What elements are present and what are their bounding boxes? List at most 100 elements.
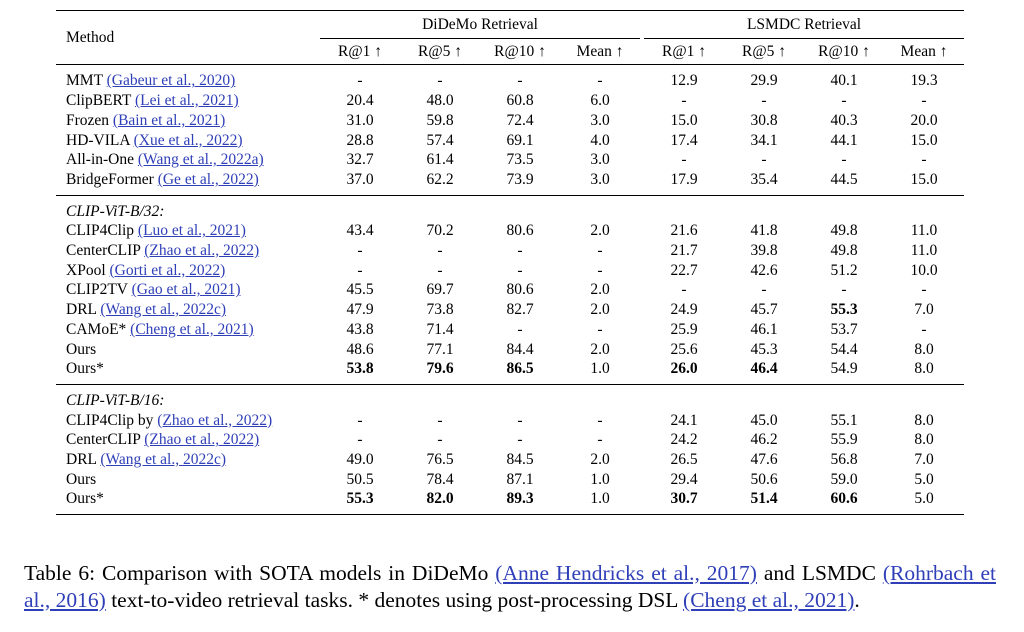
lsmdc-value-cell: - (841, 92, 847, 110)
method-name: DRL (66, 451, 97, 469)
method-name: CLIP4Clip (66, 222, 135, 240)
lsmdc-value-cell: 15.0 (910, 131, 938, 149)
caption-citation-link[interactable]: (Cheng et al., 2021) (683, 587, 855, 612)
didemo-r10-header: R@10 ↑ (494, 42, 546, 60)
best-value: 55.3 (830, 301, 858, 319)
method-name: Ours (66, 470, 97, 488)
didemo-value-cell: 80.6 (506, 281, 534, 299)
didemo-value-cell: - (437, 261, 443, 279)
lsmdc-value-cell: 29.4 (670, 470, 698, 488)
method-citation-link[interactable]: (Zhao et al., 2022) (144, 242, 260, 260)
method-citation-link[interactable]: (Zhao et al., 2022) (157, 411, 273, 429)
method-cell: CenterCLIP (Zhao et al., 2022) (56, 241, 320, 261)
table-row: Ours* 53.8 79.6 86.5 1.0 26.0 46.4 54.9 8.0 (56, 359, 964, 384)
lsmdc-value-cell: - (681, 151, 687, 169)
caption-citation-link[interactable]: (Anne Hendricks et al., 2017) (495, 560, 757, 585)
method-citation-link[interactable]: (Gabeur et al., 2020) (106, 72, 236, 90)
lsmdc-value-cell: 25.6 (670, 340, 698, 358)
best-value: 86.5 (506, 360, 534, 378)
method-citation-link[interactable]: (Ge et al., 2022) (157, 170, 259, 188)
didemo-value-cell: 79.6 (400, 359, 480, 384)
didemo-value-cell: 20.4 (346, 92, 374, 110)
method-citation-link[interactable]: (Gao et al., 2021) (131, 281, 241, 299)
method-name: CenterCLIP (66, 431, 141, 449)
didemo-value-cell: 77.1 (426, 340, 454, 358)
table-caption: Table 6: Comparison with SOTA models in … (24, 560, 996, 614)
lsmdc-value-cell: - (921, 281, 927, 299)
didemo-group-header: DiDeMo Retrieval (320, 10, 640, 39)
didemo-value-cell: - (437, 242, 443, 260)
lsmdc-value-cell: 54.9 (830, 360, 858, 378)
method-cell: Ours (56, 340, 320, 360)
method-header: Method (56, 10, 320, 66)
didemo-value-cell: - (517, 261, 523, 279)
section-label-row: CLIP-ViT-B/32: (56, 194, 964, 222)
didemo-value-cell: - (437, 411, 443, 429)
lsmdc-value-cell: 5.0 (884, 489, 964, 516)
didemo-value-cell: - (597, 320, 603, 338)
method-cell: CLIP2TV (Gao et al., 2021) (56, 280, 320, 300)
lsmdc-value-cell: 51.2 (830, 261, 858, 279)
lsmdc-value-cell: 41.8 (750, 222, 778, 240)
lsmdc-value-cell: 24.1 (670, 411, 698, 429)
method-name: Ours* (66, 490, 104, 508)
method-citation-link[interactable]: (Xue et al., 2022) (133, 131, 243, 149)
didemo-value-cell: - (517, 431, 523, 449)
method-citation-link[interactable]: (Wang et al., 2022c) (100, 451, 227, 469)
method-cell: DRL (Wang et al., 2022c) (56, 300, 320, 320)
table-row: CenterCLIP (Zhao et al., 2022) - - - - 24.2 46… (56, 430, 964, 450)
lsmdc-value-cell: 60.6 (804, 489, 884, 516)
didemo-value-cell: 3.0 (590, 170, 610, 188)
didemo-value-cell: - (437, 72, 443, 90)
didemo-value-cell: 69.7 (426, 281, 454, 299)
didemo-value-cell: 32.7 (346, 151, 374, 169)
results-table: Method DiDeMo Retrieval LSMDC Retrieval … (56, 10, 964, 516)
didemo-r1-header: R@1 ↑ (338, 42, 382, 60)
lsmdc-value-cell: 35.4 (750, 170, 778, 188)
didemo-value-cell: 70.2 (426, 222, 454, 240)
lsmdc-value-cell: 7.0 (914, 451, 934, 469)
didemo-value-cell: 80.6 (506, 222, 534, 240)
method-citation-link[interactable]: (Wang et al., 2022c) (100, 301, 227, 319)
lsmdc-value-cell: 34.1 (750, 131, 778, 149)
method-citation-link[interactable]: (Bain et al., 2021) (112, 111, 226, 129)
method-citation-link[interactable]: (Lei et al., 2021) (134, 92, 239, 110)
method-cell: MMT (Gabeur et al., 2020) (56, 65, 320, 91)
table-row: CLIP4Clip by (Zhao et al., 2022) - - - - 24.1… (56, 411, 964, 431)
lsmdc-value-cell: 26.0 (644, 359, 724, 384)
lsmdc-value-cell: 46.4 (724, 359, 804, 384)
lsmdc-value-cell: - (921, 320, 927, 338)
lsmdc-value-cell: 42.6 (750, 261, 778, 279)
method-citation-link[interactable]: (Wang et al., 2022a) (137, 151, 264, 169)
method-name: HD-VILA (66, 131, 130, 149)
didemo-value-cell: 62.2 (426, 170, 454, 188)
lsmdc-value-cell: 8.0 (914, 360, 934, 378)
method-name: CAMoE* (66, 320, 127, 338)
method-citation-link[interactable]: (Zhao et al., 2022) (144, 431, 260, 449)
didemo-value-cell: 78.4 (426, 470, 454, 488)
lsmdc-value-cell: 49.8 (830, 242, 858, 260)
lsmdc-value-cell: - (841, 281, 847, 299)
table-row: Ours* 55.3 82.0 89.3 1.0 30.7 51.4 60.6 5.0 (56, 489, 964, 516)
method-citation-link[interactable]: (Gorti et al., 2022) (109, 261, 226, 279)
didemo-value-cell: - (597, 411, 603, 429)
method-cell: ClipBERT (Lei et al., 2021) (56, 91, 320, 111)
caption-text: Table 6: Comparison with SOTA models in … (24, 560, 496, 585)
didemo-value-cell: - (437, 431, 443, 449)
didemo-value-cell: 73.5 (506, 151, 534, 169)
didemo-value-cell: - (597, 72, 603, 90)
method-citation-link[interactable]: (Cheng et al., 2021) (130, 320, 254, 338)
table-row: DRL (Wang et al., 2022c) 49.0 76.5 84.5 2.0 2… (56, 450, 964, 470)
didemo-value-cell: 43.8 (346, 320, 374, 338)
lsmdc-value-cell: 50.6 (750, 470, 778, 488)
method-cell: HD-VILA (Xue et al., 2022) (56, 131, 320, 151)
caption-citation-link[interactable]: (Rohrbach et al., 2016) (24, 560, 996, 612)
method-citation-link[interactable]: (Luo et al., 2021) (137, 222, 246, 240)
table-row: CLIP2TV (Gao et al., 2021) 45.5 69.7 80.6 2.… (56, 280, 964, 300)
didemo-value-cell: 48.0 (426, 92, 454, 110)
table-row: Frozen (Bain et al., 2021) 31.0 59.8 72.4 3.… (56, 111, 964, 131)
lsmdc-value-cell: 45.0 (750, 411, 778, 429)
didemo-value-cell: 2.0 (590, 281, 610, 299)
lsmdc-value-cell: 5.0 (914, 470, 934, 488)
lsmdc-value-cell: - (681, 92, 687, 110)
